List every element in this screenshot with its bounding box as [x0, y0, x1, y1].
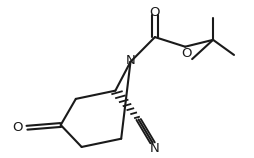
Text: N: N — [126, 54, 135, 67]
Text: O: O — [181, 47, 192, 60]
Text: O: O — [12, 121, 23, 134]
Text: O: O — [150, 6, 160, 19]
Text: N: N — [150, 142, 160, 155]
